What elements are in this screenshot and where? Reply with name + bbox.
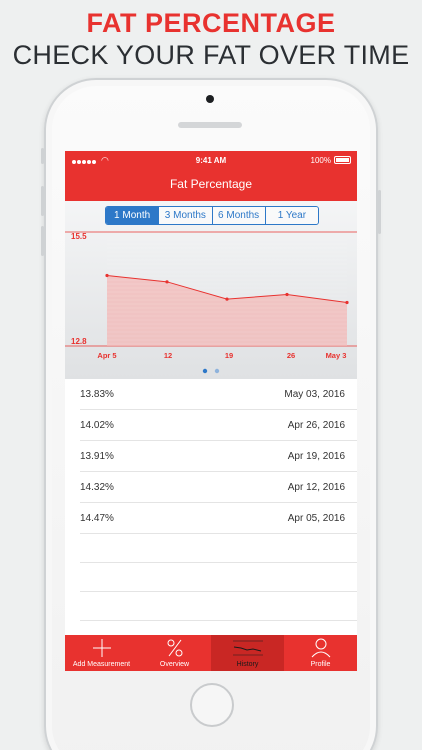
earpiece-speaker [178,122,242,128]
power-button [378,190,381,234]
empty-row [80,592,357,621]
chart-line-icon [232,638,263,658]
tab-label: Profile [310,661,331,668]
range-tab-1-month[interactable]: 1 Month [106,207,159,224]
history-list: 13.83% May 03, 2016 14.02% Apr 26, 2016 13.9… [65,379,357,650]
y-min-label: 12.8 [71,337,87,346]
chart-point [225,297,229,301]
battery-icon [334,156,351,164]
history-row[interactable]: 13.83% May 03, 2016 [80,379,357,410]
nav-title: Fat Percentage [65,171,357,201]
battery-percent: 100% [310,156,331,165]
percent-icon [164,638,186,658]
page-dot[interactable] [214,368,220,374]
volume-up-button [41,186,44,216]
history-row[interactable]: 14.47% Apr 05, 2016 [80,503,357,534]
range-tab-3-months[interactable]: 3 Months [158,207,212,224]
fat-percentage-chart: 15.5 12.8 Apr 5 12 19 26 May 3 [65,231,357,374]
chart-point [165,280,169,284]
mute-switch [41,148,44,164]
tab-label: History [236,661,259,668]
chart-point [105,273,109,278]
x-tick-label: 26 [287,351,295,360]
app-screen: ◠ 9:41 AM 100% Fat Percentage 1 Month 3 M… [65,151,357,671]
history-date: Apr 26, 2016 [287,420,345,431]
history-date: May 03, 2016 [284,389,345,400]
history-row[interactable]: 14.02% Apr 26, 2016 [80,410,357,441]
person-icon [310,638,332,658]
headline-title: FAT PERCENTAGE [86,8,336,38]
x-tick-label: Apr 5 [97,351,116,360]
range-segmented-control[interactable]: 1 Month 3 Months 6 Months 1 Year [105,206,319,225]
history-date: Apr 19, 2016 [287,451,345,462]
empty-row [80,563,357,592]
page-dot[interactable] [202,368,208,374]
empty-row [80,534,357,563]
tab-add-measurement[interactable]: Add Measurement [65,635,138,671]
range-tab-1-year[interactable]: 1 Year [264,207,318,224]
history-percentage: 13.91% [80,451,114,462]
wifi-icon: ◠ [101,155,109,165]
x-tick-label: May 3 [326,351,347,360]
x-tick-label: 12 [164,351,172,360]
plus-icon [91,638,113,658]
tab-bar: Add Measurement Overview History Profile [65,635,357,671]
tab-history[interactable]: History [211,635,284,671]
history-percentage: 14.02% [80,420,114,431]
tab-profile[interactable]: Profile [284,635,357,671]
chart-area-fill [107,275,347,346]
y-max-label: 15.5 [71,232,87,241]
chart-area: 1 Month 3 Months 6 Months 1 Year 15.5 12.8 Ap… [65,201,357,379]
front-camera [206,95,214,103]
history-date: Apr 12, 2016 [287,482,345,493]
chart-point [285,292,289,297]
history-percentage: 14.32% [80,482,114,493]
home-button[interactable] [190,683,234,727]
x-tick-label: 19 [225,351,233,360]
volume-down-button [41,226,44,256]
headline-subtitle: CHECK YOUR FAT OVER TIME [12,40,410,70]
tab-overview[interactable]: Overview [138,635,211,671]
history-percentage: 13.83% [80,389,114,400]
history-row[interactable]: 14.32% Apr 12, 2016 [80,472,357,503]
chart-point [345,300,349,305]
status-time: 9:41 AM [195,156,227,165]
history-percentage: 14.47% [80,513,114,524]
history-date: Apr 05, 2016 [287,513,345,524]
tab-label: Overview [159,661,190,668]
signal-icon [72,157,97,166]
tab-label: Add Measurement [72,661,131,668]
history-row[interactable]: 13.91% Apr 19, 2016 [80,441,357,472]
range-tab-6-months[interactable]: 6 Months [211,207,265,224]
status-bar: ◠ 9:41 AM 100% [65,151,357,171]
